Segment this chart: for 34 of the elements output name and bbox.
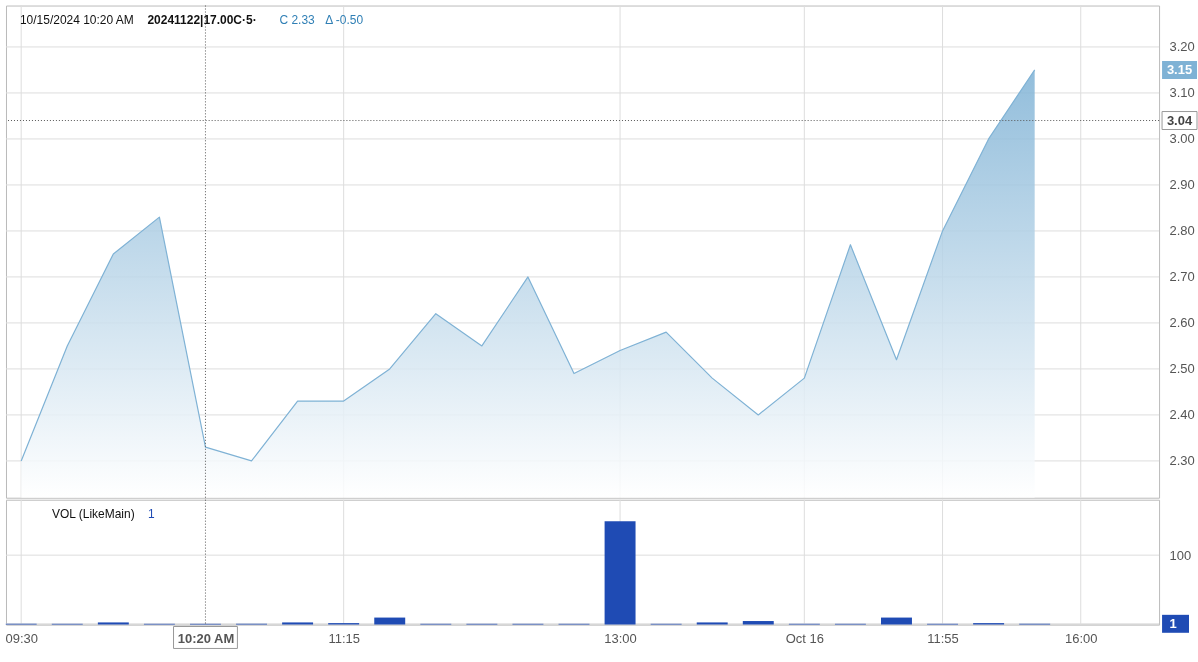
y-tick-label: 2.30: [1169, 453, 1195, 469]
y-tick-label: 2.90: [1169, 177, 1195, 193]
y-tick-label: 1: [1169, 616, 1177, 632]
bar: [282, 622, 314, 625]
bar: [604, 521, 636, 625]
x-tick-label: 11:15: [328, 630, 360, 646]
y-tick-label: 2.50: [1169, 361, 1195, 377]
y-tick-label: 2.40: [1169, 407, 1195, 423]
bar: [881, 617, 912, 625]
annotation: 1: [147, 506, 155, 521]
bar: [742, 621, 774, 625]
text: 10/15/2024 10:20 AM: [19, 12, 134, 27]
y-tick-label: 100: [1169, 547, 1192, 563]
x-tick-label: Oct 16: [785, 630, 824, 646]
y-tick-label: 3.10: [1169, 85, 1195, 101]
y-tick-label: 2.80: [1169, 223, 1195, 239]
bar: [374, 617, 406, 625]
x-tick-label: 16:00: [1065, 630, 1098, 646]
annotation: Δ -0.50: [325, 12, 364, 27]
x-tick-label: 09:30: [5, 630, 38, 646]
ref-line-label: 3.04: [1166, 112, 1193, 128]
text: VOL (LikeMain): [51, 506, 135, 521]
y-tick-label: 2.60: [1169, 315, 1195, 331]
annotation: C 2.33: [279, 12, 316, 27]
x-tick-label: 10:20 AM: [177, 630, 235, 646]
x-tick-label: 11:55: [927, 630, 959, 646]
y-tick-label: 2.70: [1169, 269, 1195, 285]
y-tick-label: 3.20: [1169, 39, 1195, 55]
text: 3.15: [1166, 61, 1193, 77]
bar: [97, 622, 129, 625]
y-tick-label: 3.00: [1169, 131, 1195, 147]
text: 20241122|17.00C·5·: [147, 12, 257, 27]
bar: [696, 622, 728, 625]
x-tick-label: 13:00: [604, 630, 637, 646]
